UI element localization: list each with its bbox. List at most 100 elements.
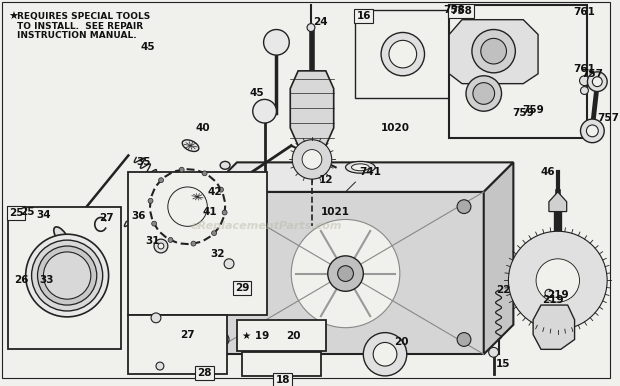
Text: 758: 758 — [450, 6, 472, 16]
Circle shape — [545, 290, 553, 297]
Text: ★ 19: ★ 19 — [242, 330, 269, 340]
Circle shape — [32, 240, 103, 311]
Text: 36: 36 — [131, 212, 146, 222]
Text: 1020: 1020 — [381, 123, 409, 133]
Circle shape — [489, 347, 498, 357]
Circle shape — [159, 178, 164, 183]
Text: 741: 741 — [359, 167, 381, 177]
Circle shape — [338, 266, 353, 281]
Circle shape — [154, 239, 168, 253]
Text: 41: 41 — [203, 207, 218, 217]
Text: 20: 20 — [286, 330, 301, 340]
Polygon shape — [549, 192, 567, 212]
Bar — [128, 315, 227, 374]
Text: 757: 757 — [582, 69, 603, 79]
Circle shape — [580, 119, 604, 143]
Text: 46: 46 — [541, 167, 556, 177]
Polygon shape — [290, 71, 334, 146]
Text: INSTRUCTION MANUAL.: INSTRUCTION MANUAL. — [17, 32, 136, 41]
Circle shape — [202, 171, 207, 176]
Text: 757: 757 — [597, 113, 619, 123]
Text: 18: 18 — [275, 375, 290, 385]
Polygon shape — [450, 20, 538, 84]
Text: 40: 40 — [195, 123, 210, 133]
Circle shape — [328, 256, 363, 291]
Text: 35: 35 — [136, 157, 151, 168]
Bar — [128, 172, 267, 315]
Circle shape — [224, 259, 234, 269]
Text: 31: 31 — [146, 236, 161, 246]
Ellipse shape — [220, 161, 230, 169]
Text: 32: 32 — [210, 249, 224, 259]
Text: 219: 219 — [547, 290, 569, 300]
Circle shape — [587, 72, 607, 91]
Circle shape — [592, 77, 602, 86]
Text: 27: 27 — [99, 213, 114, 223]
Circle shape — [151, 313, 161, 323]
Text: 28: 28 — [197, 368, 212, 378]
Circle shape — [264, 29, 290, 55]
Circle shape — [473, 83, 495, 104]
Circle shape — [215, 200, 229, 213]
Circle shape — [152, 221, 157, 226]
Circle shape — [179, 167, 184, 172]
Text: 219: 219 — [542, 295, 564, 305]
Circle shape — [580, 86, 588, 95]
Text: eReplacementParts.com: eReplacementParts.com — [191, 221, 342, 231]
Polygon shape — [207, 192, 484, 354]
Circle shape — [168, 237, 173, 242]
Ellipse shape — [345, 161, 375, 173]
Circle shape — [472, 29, 515, 73]
Text: REQUIRES SPECIAL TOOLS: REQUIRES SPECIAL TOOLS — [17, 12, 150, 21]
Circle shape — [168, 187, 207, 226]
Circle shape — [253, 99, 277, 123]
Text: 29: 29 — [235, 283, 249, 293]
Circle shape — [218, 187, 223, 192]
Text: 27: 27 — [180, 330, 195, 340]
Circle shape — [536, 259, 580, 302]
Polygon shape — [533, 305, 575, 349]
Circle shape — [215, 333, 229, 346]
Circle shape — [292, 140, 332, 179]
Text: 15: 15 — [496, 359, 511, 369]
Circle shape — [302, 150, 322, 169]
Text: 16: 16 — [356, 11, 371, 21]
Ellipse shape — [182, 140, 199, 151]
Bar — [242, 352, 321, 376]
Ellipse shape — [54, 227, 69, 245]
Text: 26: 26 — [14, 276, 29, 286]
Circle shape — [38, 246, 97, 305]
Text: 45: 45 — [141, 42, 156, 52]
Circle shape — [587, 125, 598, 137]
Text: 25: 25 — [20, 207, 35, 217]
Text: 759: 759 — [522, 105, 544, 115]
Text: 33: 33 — [39, 276, 54, 286]
Circle shape — [457, 200, 471, 213]
Circle shape — [508, 231, 607, 330]
Polygon shape — [207, 163, 513, 192]
Text: 761: 761 — [574, 64, 595, 74]
Text: 25: 25 — [9, 208, 24, 218]
Circle shape — [148, 198, 153, 203]
Text: 45: 45 — [249, 88, 264, 98]
Circle shape — [25, 234, 108, 317]
Text: 42: 42 — [208, 187, 223, 197]
Ellipse shape — [44, 294, 59, 312]
Circle shape — [457, 333, 471, 346]
Bar — [450, 5, 587, 138]
Circle shape — [307, 24, 315, 32]
Circle shape — [156, 362, 164, 370]
Bar — [237, 320, 326, 351]
Text: 761: 761 — [574, 7, 595, 17]
Text: 22: 22 — [496, 285, 511, 295]
Bar — [8, 207, 122, 349]
Text: 12: 12 — [319, 175, 333, 185]
Bar — [355, 10, 450, 98]
Circle shape — [158, 243, 164, 249]
Ellipse shape — [352, 164, 370, 171]
Text: ★: ★ — [8, 12, 18, 22]
Circle shape — [363, 333, 407, 376]
Circle shape — [389, 41, 417, 68]
Circle shape — [373, 342, 397, 366]
Text: 34: 34 — [36, 210, 51, 220]
